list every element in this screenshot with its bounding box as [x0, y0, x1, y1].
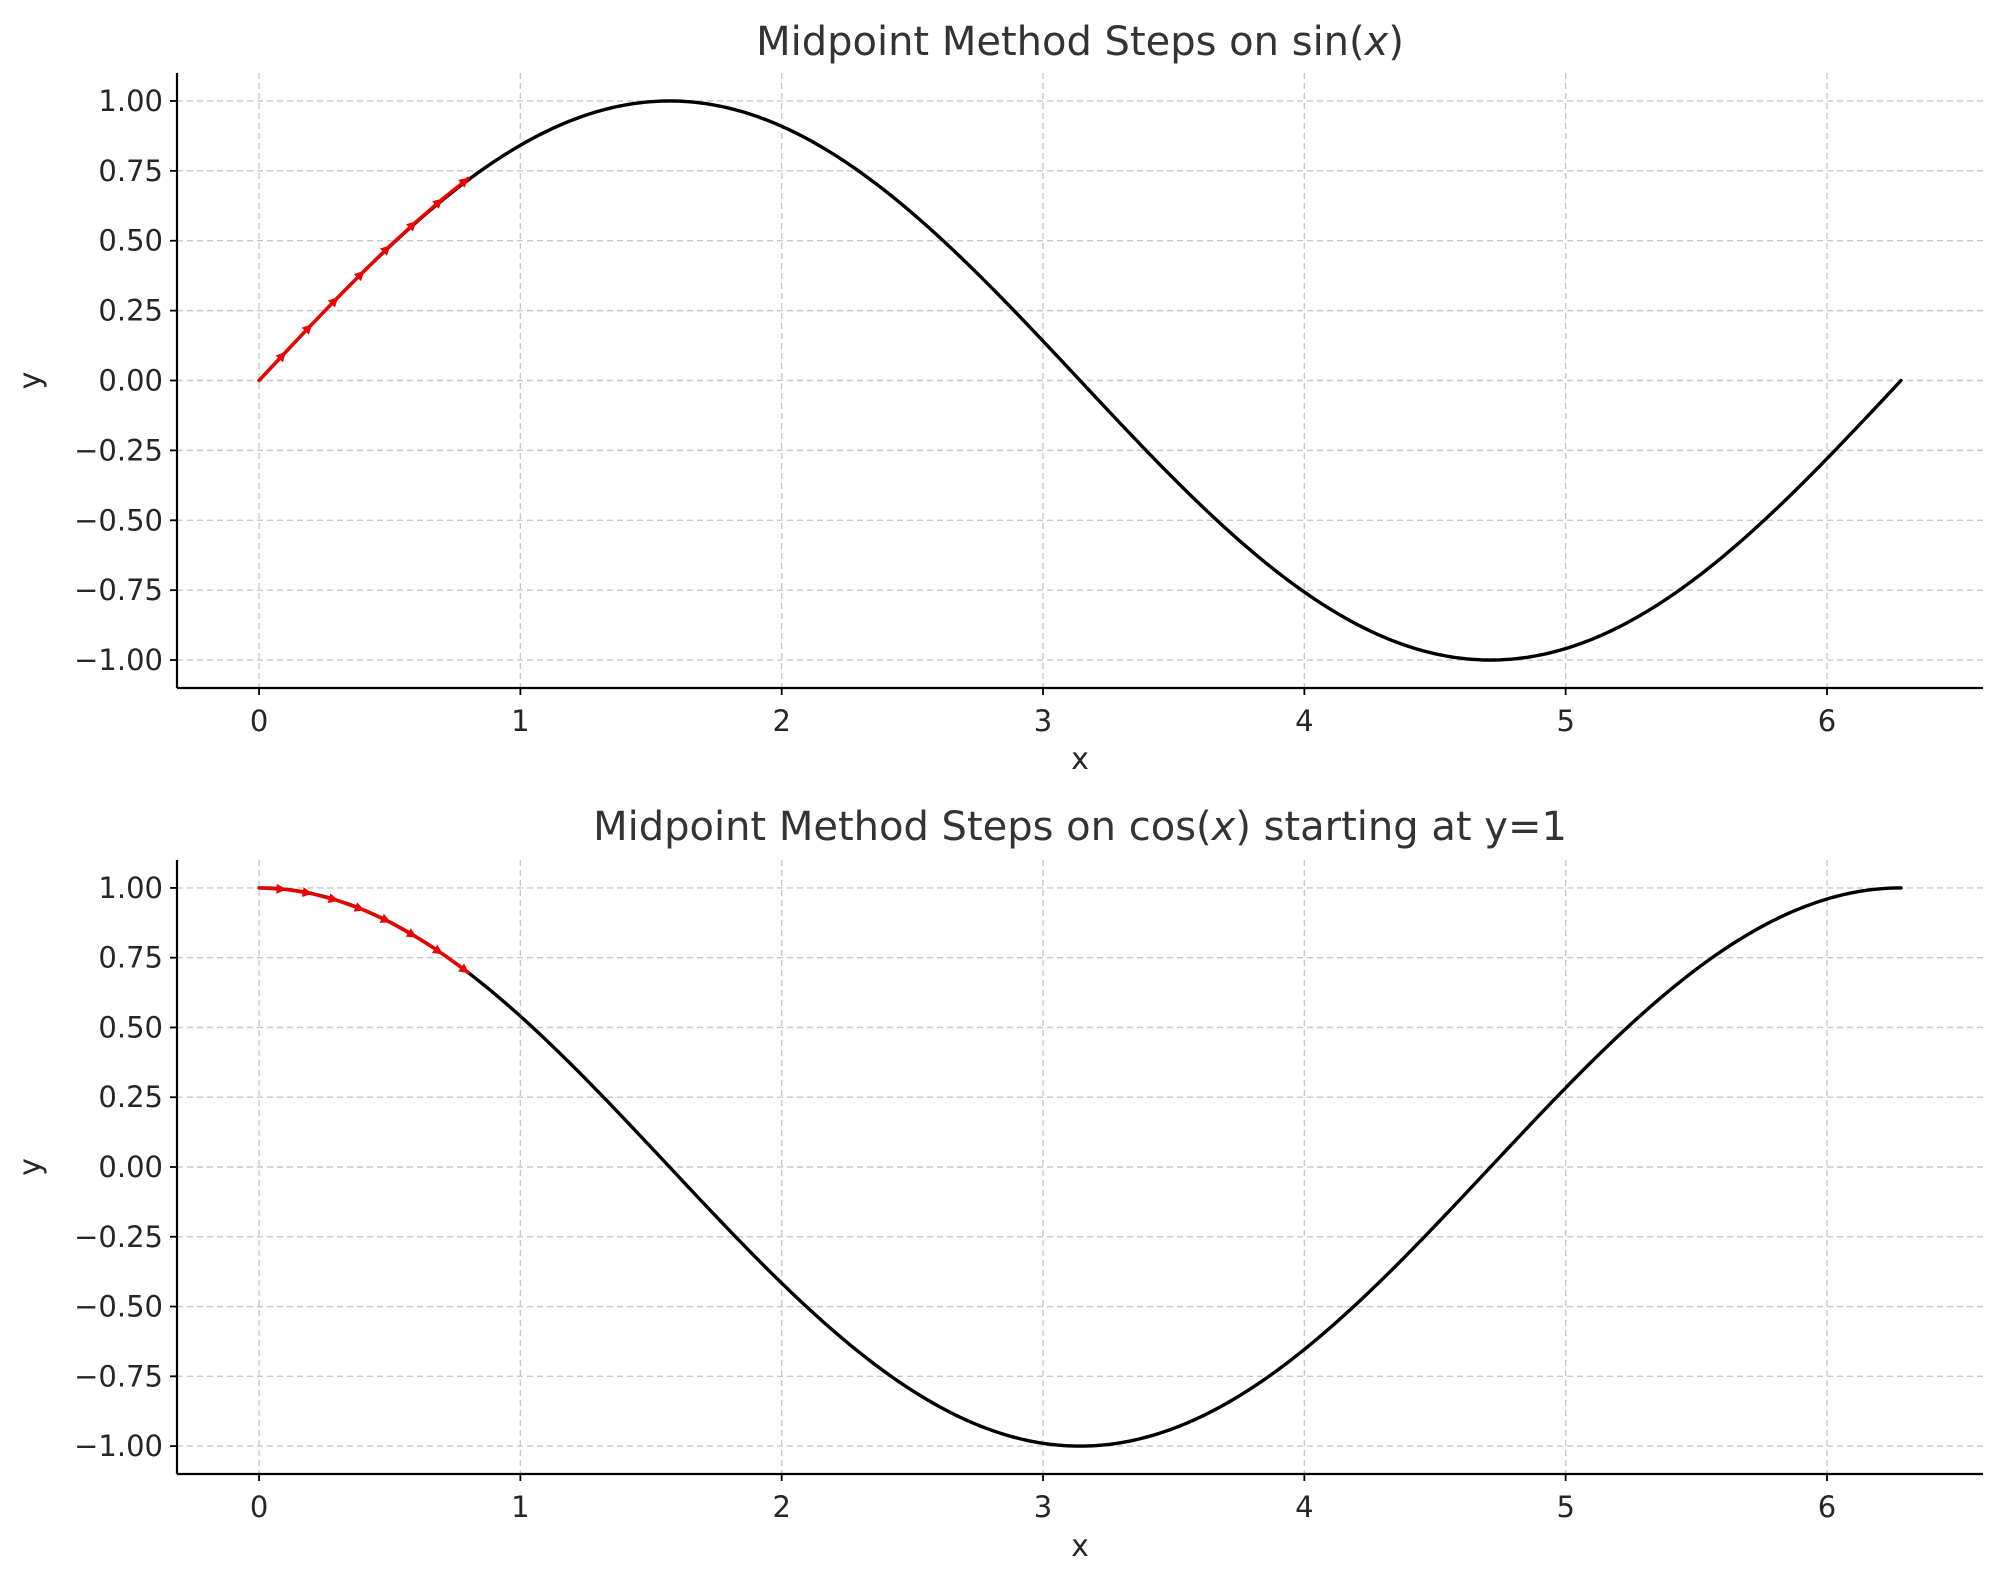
cos-chart-x-axis-label: x — [1071, 1529, 1089, 1564]
sin-chart-y-tick-label: −0.50 — [74, 503, 163, 537]
cos-chart-step-arrow-2 — [283, 887, 314, 898]
sin-chart-step-arrow-1 — [257, 350, 287, 383]
cos-chart-step-arrow-4 — [335, 898, 366, 912]
cos-chart-y-tick-label: −1.00 — [74, 1429, 163, 1463]
cos-chart-x-tick-label: 3 — [1034, 1490, 1052, 1524]
cos-chart-step-arrow-3 — [309, 891, 340, 904]
cos-chart-function-curve — [257, 886, 1903, 1448]
sin-chart-ticks: 0 1 2 3 4 5 6 1.00 0.75 0.50 0.25 0.00 −0.25 −0.50 −0.… — [74, 84, 1836, 738]
cos-chart-x-tick-label: 4 — [1295, 1490, 1313, 1524]
sin-chart-y-tick-label: 0.75 — [98, 154, 163, 188]
cos-chart-x-tick-label: 5 — [1556, 1490, 1574, 1524]
cos-chart: 0 1 2 3 4 5 6 1.00 0.75 0.50 0.25 0.00 −0.25 −0.50 −0.… — [13, 804, 1983, 1564]
sin-chart-step-arrow-8 — [440, 176, 470, 202]
sin-chart-step-arrow-2 — [283, 323, 314, 355]
sin-chart-y-tick-label: −1.00 — [74, 643, 163, 677]
sin-chart-step-arrow-5 — [361, 244, 392, 274]
cos-chart-y-tick-label: 0.50 — [98, 1010, 163, 1044]
cos-chart-step-arrow-6 — [388, 920, 418, 939]
cos-chart-x-tick-label: 1 — [511, 1490, 529, 1524]
cos-chart-step-arrow-8 — [440, 951, 470, 975]
cos-chart-step-arrow-7 — [414, 935, 444, 956]
cos-chart-y-tick-label: −0.25 — [74, 1220, 163, 1254]
cos-chart-curve-layer — [257, 886, 1903, 1448]
cos-chart-step-arrow-1 — [257, 883, 287, 894]
cos-chart-title: Midpoint Method Steps on cos(x) starting… — [593, 804, 1567, 850]
cos-chart-step-arrow-5 — [361, 908, 392, 924]
cos-chart-grid — [177, 860, 1983, 1474]
sin-chart-title: Midpoint Method Steps on sin(x) — [756, 19, 1404, 65]
cos-chart-x-tick-label: 2 — [772, 1490, 790, 1524]
cos-chart-y-tick-label: −0.50 — [74, 1290, 163, 1324]
sin-chart-y-tick-label: 0.00 — [98, 364, 163, 398]
cos-chart-y-tick-label: 0.00 — [98, 1150, 163, 1184]
sin-chart-x-tick-label: 4 — [1295, 704, 1313, 738]
sin-chart-y-tick-label: −0.25 — [74, 433, 163, 467]
sin-chart-x-tick-label: 5 — [1556, 704, 1574, 738]
cos-chart-y-tick-label: 0.75 — [98, 941, 163, 975]
sin-chart-curve-layer — [257, 99, 1903, 662]
sin-chart-x-tick-label: 0 — [250, 704, 268, 738]
sin-chart-x-tick-label: 2 — [772, 704, 790, 738]
sin-chart-step-arrow-7 — [414, 197, 444, 224]
cos-chart-steps-layer — [257, 883, 470, 975]
cos-chart-y-tick-label: 0.25 — [98, 1080, 163, 1114]
sin-chart-x-axis-label: x — [1071, 742, 1089, 777]
sin-chart-x-tick-label: 6 — [1818, 704, 1836, 738]
cos-chart-x-tick-label: 6 — [1818, 1490, 1836, 1524]
sin-chart-step-arrow-6 — [388, 220, 418, 248]
sin-chart-x-tick-label: 1 — [511, 704, 529, 738]
sin-chart-step-arrow-4 — [335, 269, 366, 300]
cos-chart-y-axis-label: y — [13, 1158, 48, 1176]
cos-chart-y-tick-label: −0.75 — [74, 1359, 163, 1393]
sin-chart-y-tick-label: 0.50 — [98, 224, 163, 258]
sin-chart-steps-layer — [257, 176, 470, 383]
sin-chart-y-axis-label: y — [13, 372, 48, 390]
sin-chart-y-tick-label: 0.25 — [98, 294, 163, 328]
sin-chart: 0 1 2 3 4 5 6 1.00 0.75 0.50 0.25 0.00 −0.25 −0.50 −0.… — [13, 19, 1983, 777]
sin-chart-x-tick-label: 3 — [1034, 704, 1052, 738]
sin-chart-y-tick-label: −0.75 — [74, 573, 163, 607]
cos-chart-y-tick-label: 1.00 — [98, 871, 163, 905]
cos-chart-ticks: 0 1 2 3 4 5 6 1.00 0.75 0.50 0.25 0.00 −0.25 −0.50 −0.… — [74, 871, 1836, 1524]
sin-chart-step-arrow-3 — [309, 296, 340, 327]
sin-chart-function-curve — [257, 99, 1903, 662]
cos-chart-x-tick-label: 0 — [250, 1490, 268, 1524]
sin-chart-y-tick-label: 1.00 — [98, 84, 163, 118]
